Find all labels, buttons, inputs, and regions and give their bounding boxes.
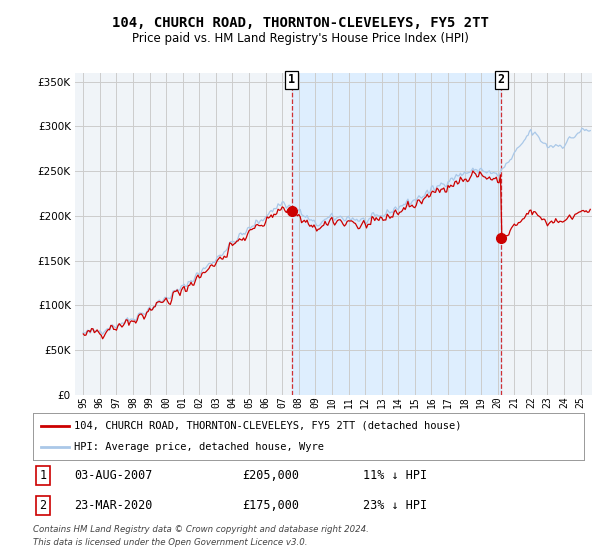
Text: 23% ↓ HPI: 23% ↓ HPI: [364, 499, 428, 512]
Text: £175,000: £175,000: [242, 499, 299, 512]
Text: 03-AUG-2007: 03-AUG-2007: [74, 469, 152, 482]
Text: 2: 2: [498, 73, 505, 86]
Text: This data is licensed under the Open Government Licence v3.0.: This data is licensed under the Open Gov…: [33, 538, 308, 547]
Text: Price paid vs. HM Land Registry's House Price Index (HPI): Price paid vs. HM Land Registry's House …: [131, 32, 469, 45]
Text: 104, CHURCH ROAD, THORNTON-CLEVELEYS, FY5 2TT (detached house): 104, CHURCH ROAD, THORNTON-CLEVELEYS, FY…: [74, 421, 462, 431]
Bar: [292, 73, 502, 395]
Text: 1: 1: [289, 73, 295, 86]
Text: £205,000: £205,000: [242, 469, 299, 482]
Text: Contains HM Land Registry data © Crown copyright and database right 2024.: Contains HM Land Registry data © Crown c…: [33, 525, 369, 534]
Text: 23-MAR-2020: 23-MAR-2020: [74, 499, 152, 512]
Text: HPI: Average price, detached house, Wyre: HPI: Average price, detached house, Wyre: [74, 442, 325, 452]
Text: 11% ↓ HPI: 11% ↓ HPI: [364, 469, 428, 482]
Text: 2: 2: [40, 499, 46, 512]
Text: 104, CHURCH ROAD, THORNTON-CLEVELEYS, FY5 2TT: 104, CHURCH ROAD, THORNTON-CLEVELEYS, FY…: [112, 16, 488, 30]
Text: 1: 1: [40, 469, 46, 482]
